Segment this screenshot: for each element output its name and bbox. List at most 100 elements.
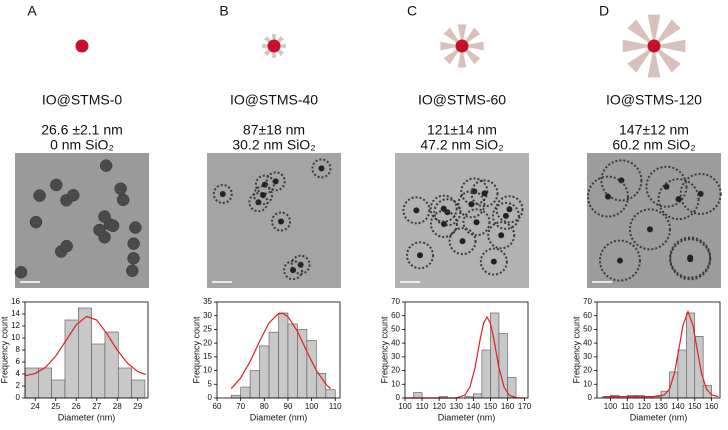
tem-image [395,153,529,288]
bar [278,312,289,399]
plot-frame [404,301,529,399]
tem-core [219,190,226,197]
tem-core [260,192,267,199]
x-tick-label: 150 [688,402,702,411]
tem-core [646,226,653,233]
tem-particle [127,252,140,265]
y-tick-label: 70 [391,297,400,306]
y-tick-label: 10 [203,366,212,375]
tem-particle [600,159,643,202]
iron-oxide-core [455,39,469,53]
bar [481,349,491,399]
y-tick-label: 50 [391,325,400,334]
shell-text: 60.2 nm SiO₂ [612,137,695,153]
tem-particle [479,247,508,276]
tem-particle [60,239,73,253]
silica-ray [440,41,462,51]
silica-ray [627,19,654,46]
x-tick-label: 120 [432,402,446,411]
bar [259,345,270,399]
bar [131,379,146,399]
x-tick-label: 24 [31,402,40,411]
tem-particle [669,236,712,279]
y-tick-label: 8 [16,345,21,354]
y-axis-label: Frequency count [379,316,389,384]
tem-core [675,196,682,203]
tem-core [506,206,513,213]
x-tick-label: 90 [284,402,293,411]
tem-core [604,193,611,200]
tem-core [413,207,420,214]
tem-particle [290,254,311,275]
y-tick-label: 0 [588,393,593,402]
tem-particle [491,201,520,230]
tem-particle [212,183,233,204]
bar [268,331,279,399]
x-tick-label: 120 [637,402,651,411]
bar [325,389,336,399]
x-tick-label: 100 [604,402,618,411]
tem-particle [487,221,516,250]
x-tick-label: 25 [51,402,60,411]
silica-ray [462,41,484,51]
silica-ray [457,46,467,68]
tem-particle [114,182,127,196]
bar [297,329,308,399]
tem-particle [586,175,629,218]
tem-particle [98,210,111,223]
y-tick-label: 40 [583,338,592,347]
fit-curve [405,315,525,399]
tem-particle [29,215,43,229]
bar [702,385,712,399]
tem-particle [126,264,139,277]
sample-name: IO@STMS-120 [606,92,702,108]
tem-particle [598,239,641,282]
tem-core [490,258,497,265]
y-tick-label: 10 [583,379,592,388]
x-tick-label: 150 [484,402,498,411]
x-tick-label: 110 [329,402,342,411]
y-tick-label: 30 [583,352,592,361]
tem-particle [679,172,722,215]
tem-core [616,257,623,264]
bar [677,349,687,399]
x-tick-label: 170 [518,402,532,411]
bar [240,386,251,399]
x-tick-label: 26 [72,402,81,411]
panel-label: B [219,3,228,19]
y-axis-label: Frequency count [191,316,201,384]
tem-particle [265,171,286,192]
y-tick-label: 16 [11,297,20,306]
tem-core [290,267,297,274]
tem-particle [669,238,712,281]
tem-particle [67,189,80,202]
x-tick-label: 100 [305,402,319,411]
tem-particle [127,237,140,250]
y-tick-label: 50 [583,325,592,334]
tem-particle [50,178,63,192]
size-text: 147±12 nm [619,122,689,138]
tem-particle [448,227,477,256]
x-tick-label: 28 [113,402,122,411]
tem-particle [33,189,46,202]
tem-image [207,153,341,288]
shell-text: 30.2 nm SiO₂ [232,137,315,153]
tem-core [473,219,480,226]
silica-ray [654,19,681,46]
tem-particle [129,221,142,234]
tem-core [498,232,505,239]
panel-label: C [407,3,417,19]
y-tick-label: 20 [203,338,212,347]
x-axis-label: Diameter (nm) [250,412,308,422]
shell-text: 0 nm SiO₂ [50,137,114,153]
y-tick-label: 6 [16,357,21,366]
silica-ray [622,39,654,53]
bar [51,379,66,399]
y-tick-label: 0 [208,393,213,402]
y-tick-label: 35 [203,297,212,306]
bar [498,333,508,399]
y-tick-label: 70 [583,297,592,306]
y-tick-label: 0 [396,393,401,402]
tem-core [272,178,279,185]
